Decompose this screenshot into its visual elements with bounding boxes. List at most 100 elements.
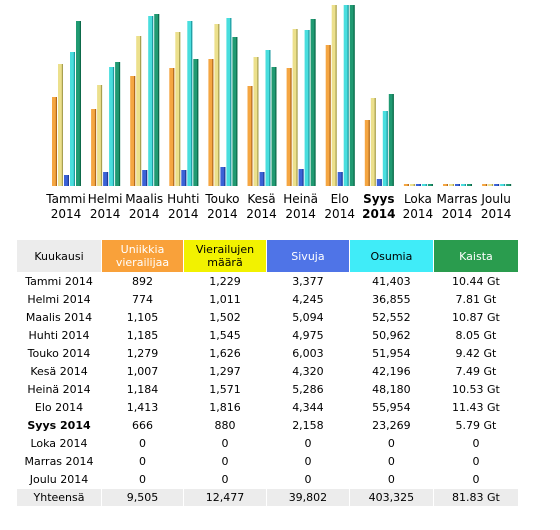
bar-visits-1	[97, 85, 103, 186]
year-label: 2014	[403, 207, 434, 221]
year-label: 2014	[362, 207, 395, 221]
year-label: 2014	[129, 207, 160, 221]
cell-bandwidth: 5.79 Gt	[455, 419, 497, 432]
cell-bandwidth: 10.87 Gt	[452, 311, 500, 324]
bar-edge-hits-4	[230, 18, 232, 186]
bar-hits-9	[421, 184, 427, 186]
bar-visits-8	[370, 98, 376, 186]
bar-visits-2	[136, 36, 142, 186]
month-label: Tammi	[45, 192, 85, 206]
month-label: Maalis	[125, 192, 163, 206]
bar-edge-visitors-9	[407, 184, 409, 186]
bar-edge-visits-1	[100, 85, 103, 186]
bar-edge-pages-11	[497, 184, 500, 186]
bar-visits-10	[449, 184, 454, 186]
bar-edge-visits-5	[257, 57, 259, 186]
month-label: Loka	[404, 192, 432, 206]
bar-edge-bandwidth_gb-0	[79, 21, 81, 186]
bar-bandwidth_gb-5	[271, 67, 277, 186]
bar-pages-1	[103, 172, 109, 186]
cell-hits: 48,180	[372, 383, 411, 396]
cell-month: Joulu 2014	[29, 473, 89, 486]
cell-visits: 1,626	[209, 347, 241, 360]
cell-pages: 5,094	[292, 311, 324, 324]
header-unique-visitors-line1: Uniikkia	[120, 243, 165, 256]
bar-edge-pages-1	[106, 172, 109, 186]
bar-visits-6	[292, 29, 298, 186]
cell-month: Kesä 2014	[30, 365, 88, 378]
bar-edge-pages-4	[224, 167, 226, 186]
cell-pages: 4,245	[292, 293, 324, 306]
bar-visitors-4	[208, 59, 214, 186]
bar-edge-visitors-7	[329, 45, 331, 186]
header-unique-visitors-line2: vierailijaa	[115, 256, 170, 269]
header-visits-line2: määrä	[207, 256, 243, 269]
bar-edge-hits-1	[112, 67, 115, 186]
cell-month: Huhti 2014	[28, 329, 90, 342]
bar-edge-hits-10	[464, 184, 466, 186]
bar-edge-bandwidth_gb-9	[431, 184, 433, 186]
bar-edge-hits-6	[308, 30, 310, 186]
cell-visits: 1,297	[209, 365, 241, 378]
bar-edge-visits-9	[413, 184, 415, 186]
bar-edge-visits-3	[179, 32, 181, 186]
cell-pages: 4,975	[292, 329, 324, 342]
bar-bandwidth_gb-4	[232, 37, 238, 186]
cell-visitors: 0	[139, 455, 146, 468]
total-pages: 39,802	[266, 489, 349, 506]
bar-visitors-0	[52, 97, 57, 186]
cell-visitors: 1,185	[126, 329, 159, 342]
cell-bandwidth: 7.81 Gt	[455, 293, 497, 306]
header-bandwidth: Kaista	[433, 240, 518, 272]
cell-month: Helmi 2014	[27, 293, 91, 306]
bar-visitors-2	[130, 76, 136, 186]
bar-edge-visits-4	[218, 24, 220, 186]
bar-edge-pages-10	[458, 184, 460, 186]
year-label: 2014	[442, 207, 473, 221]
cell-visits: 1,816	[209, 401, 241, 414]
bar-pages-0	[64, 175, 69, 186]
bar-edge-visits-2	[140, 36, 142, 186]
bar-hits-5	[265, 50, 271, 186]
bar-pages-5	[259, 172, 265, 186]
bar-edge-bandwidth_gb-10	[470, 184, 472, 186]
bar-edge-visitors-5	[251, 86, 253, 186]
bar-edge-bandwidth_gb-8	[392, 94, 394, 186]
cell-pages: 0	[304, 437, 312, 450]
cell-bandwidth: 7.49 Gt	[455, 365, 497, 378]
table-row: Maalis 2014 1,105 1,502 5,094 52,552 10.87 Gt	[17, 309, 518, 326]
bar-bandwidth_gb-3	[193, 59, 199, 186]
cell-visitors: 1,413	[126, 401, 159, 414]
bar-pages-3	[181, 170, 187, 186]
cell-visits: 1,571	[209, 383, 241, 396]
bar-hits-7	[343, 5, 349, 186]
bar-bandwidth_gb-0	[76, 21, 81, 186]
bar-edge-pages-7	[341, 172, 343, 186]
bar-edge-bandwidth_gb-2	[158, 14, 160, 186]
month-label: Kesä	[247, 192, 275, 206]
bar-visitors-7	[325, 45, 331, 186]
bar-edge-pages-3	[185, 170, 187, 186]
total-label: Yhteensä	[17, 489, 102, 506]
bar-visits-9	[409, 184, 415, 186]
cell-hits: 42,196	[372, 365, 411, 378]
cell-bandwidth: 8.05 Gt	[455, 329, 497, 342]
bar-pages-8	[376, 179, 382, 186]
month-label: Syys	[363, 192, 394, 206]
year-label: 2014	[168, 207, 199, 221]
year-label: 2014	[207, 207, 238, 221]
cell-month: Elo 2014	[34, 401, 84, 414]
bar-bandwidth_gb-10	[467, 184, 472, 186]
bar-edge-visitors-4	[212, 59, 214, 186]
month-label: Heinä	[283, 192, 318, 206]
cell-visitors: 892	[132, 275, 153, 288]
cell-hits: 0	[387, 473, 395, 486]
bar-hits-0	[70, 52, 75, 186]
year-label: 2014	[246, 207, 277, 221]
cell-pages: 2,158	[292, 419, 324, 432]
bar-edge-visits-7	[335, 5, 337, 186]
cell-hits: 52,552	[372, 311, 411, 324]
bar-edge-visitors-8	[368, 120, 370, 186]
bar-edge-visitors-2	[134, 76, 136, 186]
cell-bandwidth: 10.53 Gt	[452, 383, 500, 396]
